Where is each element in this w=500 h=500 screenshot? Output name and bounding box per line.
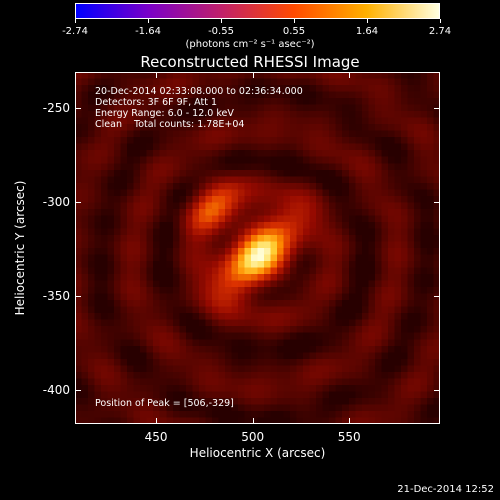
heatmap-area bbox=[75, 72, 440, 424]
info-detectors: Detectors: 3F 6F 9F, Att 1 bbox=[95, 97, 218, 108]
y-tick-mark bbox=[434, 201, 440, 203]
plot-title: Reconstructed RHESSI Image bbox=[140, 53, 360, 71]
x-tick-mark bbox=[252, 418, 254, 424]
x-axis-label: Heliocentric X (arcsec) bbox=[189, 446, 326, 460]
info-total-counts: Clean Total counts: 1.78E+04 bbox=[95, 119, 245, 130]
y-tick-mark bbox=[75, 390, 81, 392]
colorbar-tick-label: -0.55 bbox=[208, 26, 234, 37]
y-tick-mark bbox=[75, 296, 81, 297]
heatmap-image bbox=[75, 72, 440, 424]
y-tick-label: -350 bbox=[42, 289, 70, 303]
colorbar-tick-label: 2.74 bbox=[428, 26, 452, 37]
x-tick-mark bbox=[156, 418, 158, 424]
y-tick-mark bbox=[434, 107, 440, 109]
x-tick-label: 500 bbox=[241, 430, 265, 444]
colorbar-tick-label: 0.55 bbox=[282, 26, 306, 37]
colorbar-tick-label: -1.64 bbox=[135, 26, 161, 37]
y-tick-mark bbox=[434, 296, 440, 297]
y-tick-label: -300 bbox=[42, 194, 70, 209]
colorbar-tick-mark bbox=[440, 19, 441, 23]
x-tick-label: 450 bbox=[144, 430, 168, 444]
x-tick-mark bbox=[349, 418, 351, 424]
y-tick-mark bbox=[75, 201, 81, 203]
x-tick-mark bbox=[156, 72, 158, 78]
y-tick-mark bbox=[434, 390, 440, 392]
y-tick-mark bbox=[75, 107, 81, 109]
x-tick-label: 550 bbox=[337, 430, 361, 444]
info-time-range: 20-Dec-2014 02:33:08.000 to 02:36:34.000 bbox=[95, 86, 303, 97]
colorbar-tick-label: 1.64 bbox=[355, 26, 379, 37]
x-tick-mark bbox=[349, 72, 351, 78]
colorbar-tick-label: -2.74 bbox=[62, 26, 88, 37]
colorbar-tick-mark bbox=[367, 19, 368, 23]
colorbar-tick-mark bbox=[148, 19, 149, 23]
colorbar bbox=[75, 3, 440, 19]
y-tick-label: -400 bbox=[42, 383, 70, 398]
x-tick-mark bbox=[252, 72, 254, 78]
colorbar-tick-mark bbox=[221, 19, 222, 23]
colorbar-tick-mark bbox=[75, 19, 76, 23]
y-tick-label: -250 bbox=[42, 100, 70, 115]
peak-position-label: Position of Peak = [506,-329] bbox=[95, 398, 234, 409]
render-timestamp: 21-Dec-2014 12:52 bbox=[397, 484, 494, 495]
y-axis-label: Heliocentric Y (arcsec) bbox=[13, 180, 27, 316]
colorbar-tick-mark bbox=[294, 19, 295, 23]
colorbar-unit-label: (photons cm⁻² s⁻¹ asec⁻²) bbox=[185, 39, 315, 50]
info-energy-range: Energy Range: 6.0 - 12.0 keV bbox=[95, 108, 234, 119]
